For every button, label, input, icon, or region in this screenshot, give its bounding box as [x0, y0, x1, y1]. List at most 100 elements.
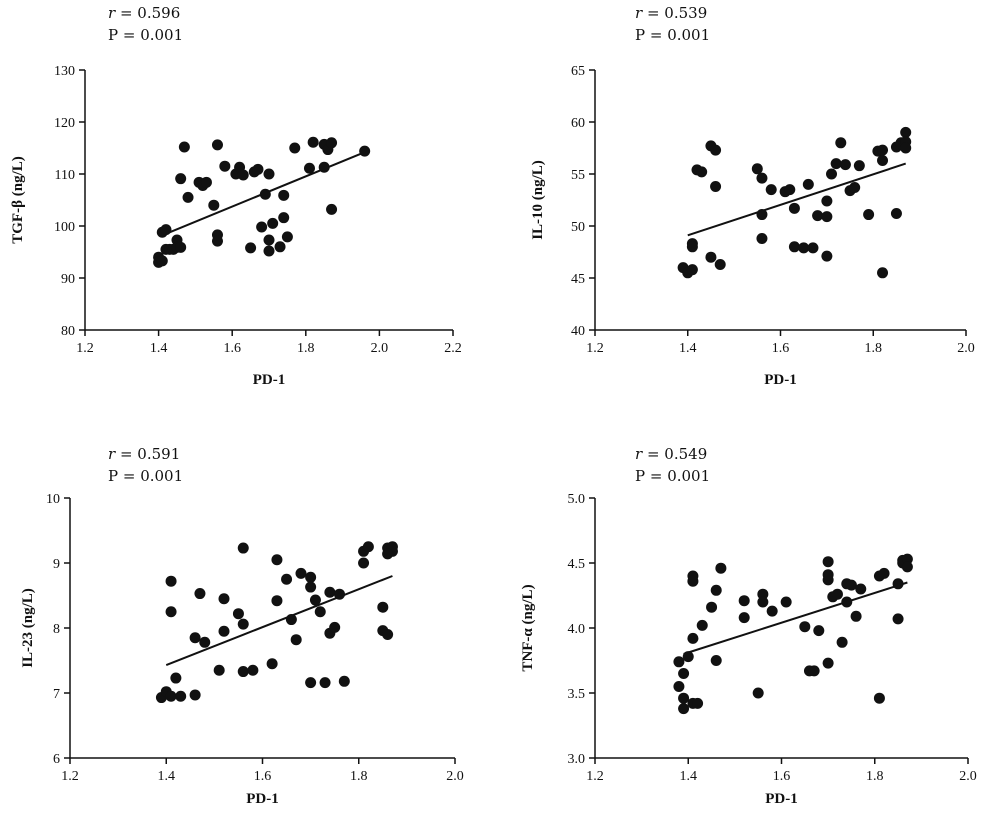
regression-line	[687, 162, 907, 237]
x-axis-title: PD-1	[764, 372, 797, 388]
data-point	[170, 672, 182, 684]
data-point	[822, 556, 834, 568]
data-point	[892, 613, 904, 625]
data-point	[382, 548, 394, 560]
data-point	[673, 681, 685, 692]
x-tick-label: 1.6	[773, 769, 791, 784]
x-tick-label: 2.0	[959, 769, 977, 784]
data-point	[802, 178, 814, 190]
data-point	[290, 634, 302, 646]
data-point	[232, 608, 244, 620]
x-tick-label: 1.6	[254, 769, 272, 784]
data-point	[853, 160, 865, 172]
data-point	[165, 690, 177, 702]
data-point	[211, 235, 223, 247]
data-point	[175, 690, 187, 702]
data-point	[696, 166, 708, 178]
data-point	[307, 136, 319, 148]
data-point	[274, 241, 286, 253]
data-point	[757, 588, 769, 600]
data-point	[338, 675, 350, 687]
regression-line	[683, 581, 908, 655]
data-point	[849, 182, 861, 194]
data-point	[877, 267, 889, 279]
data-point	[692, 697, 704, 709]
y-tick-label: 90	[61, 272, 75, 287]
data-point	[798, 242, 810, 254]
x-tick-label: 2.2	[444, 341, 462, 356]
data-point	[738, 595, 750, 607]
data-point	[318, 161, 330, 173]
data-point	[219, 160, 231, 172]
data-point	[808, 665, 820, 677]
data-point	[256, 221, 268, 233]
data-point	[710, 655, 722, 666]
data-point	[285, 614, 297, 626]
data-point	[900, 142, 912, 154]
x-tick-label: 1.2	[61, 769, 79, 784]
data-point	[194, 588, 206, 600]
y-tick-label: 100	[54, 220, 75, 235]
data-point	[314, 606, 326, 618]
data-point	[359, 145, 371, 157]
data-point	[165, 606, 177, 618]
data-point	[289, 142, 301, 154]
data-point	[266, 658, 278, 670]
data-point	[715, 562, 727, 574]
data-point	[295, 567, 307, 579]
y-tick-label: 4.0	[568, 622, 586, 637]
data-point	[175, 241, 187, 253]
data-point	[863, 209, 875, 221]
x-axis-title: PD-1	[253, 372, 286, 388]
data-point	[334, 588, 345, 600]
data-point	[892, 578, 904, 590]
x-tick-label: 1.2	[586, 769, 604, 784]
data-point	[756, 209, 768, 221]
y-tick-label: 3.0	[568, 752, 586, 767]
x-tick-label: 1.8	[866, 769, 884, 784]
x-axis-title: PD-1	[246, 791, 279, 807]
data-point	[765, 184, 777, 196]
data-point	[878, 567, 890, 579]
data-point	[156, 255, 168, 267]
chart-panel-il-23: r = 0.591 P = 0.001 1.2 1.4 1.6 1.8 2.0 6 7 8 9 1…	[0, 407, 500, 814]
data-point	[189, 689, 201, 701]
data-point	[199, 636, 211, 648]
data-point	[686, 241, 698, 253]
x-tick-label: 1.2	[76, 341, 94, 356]
p-value: P = 0.001	[635, 26, 711, 44]
y-tick-label: 50	[571, 220, 585, 235]
data-point	[305, 581, 317, 593]
data-point	[826, 168, 838, 180]
data-point	[686, 264, 698, 276]
y-tick-label: 6	[53, 752, 60, 767]
data-point	[271, 595, 283, 607]
y-tick-label: 5.0	[568, 492, 586, 507]
y-tick-label: 10	[46, 492, 60, 507]
y-tick-label: 7	[53, 687, 60, 702]
data-point	[706, 601, 718, 613]
data-point	[673, 656, 685, 668]
data-point	[213, 664, 225, 676]
data-point	[326, 137, 338, 149]
data-point	[278, 189, 290, 201]
data-point	[901, 553, 913, 565]
r-value: = 0.591	[119, 445, 181, 463]
data-point	[705, 251, 717, 263]
data-point	[710, 584, 722, 596]
x-axis-title: PD-1	[765, 791, 798, 807]
x-tick-label: 1.8	[297, 341, 315, 356]
scatter-plot-svg: 1.2 1.4 1.6 1.8 2.0 40 45 50 55 60 65 PD-1 IL-10 (ng…	[530, 64, 975, 388]
data-point	[807, 242, 819, 254]
data-point	[682, 651, 694, 663]
data-point	[821, 250, 833, 262]
data-point	[281, 573, 293, 585]
x-tick-label: 2.0	[371, 341, 389, 356]
y-tick-label: 110	[55, 168, 75, 183]
data-point	[752, 687, 764, 699]
stats-block: r = 0.591 P = 0.001	[108, 443, 183, 487]
data-point	[822, 569, 834, 581]
data-point	[845, 579, 857, 591]
data-point	[263, 234, 275, 246]
